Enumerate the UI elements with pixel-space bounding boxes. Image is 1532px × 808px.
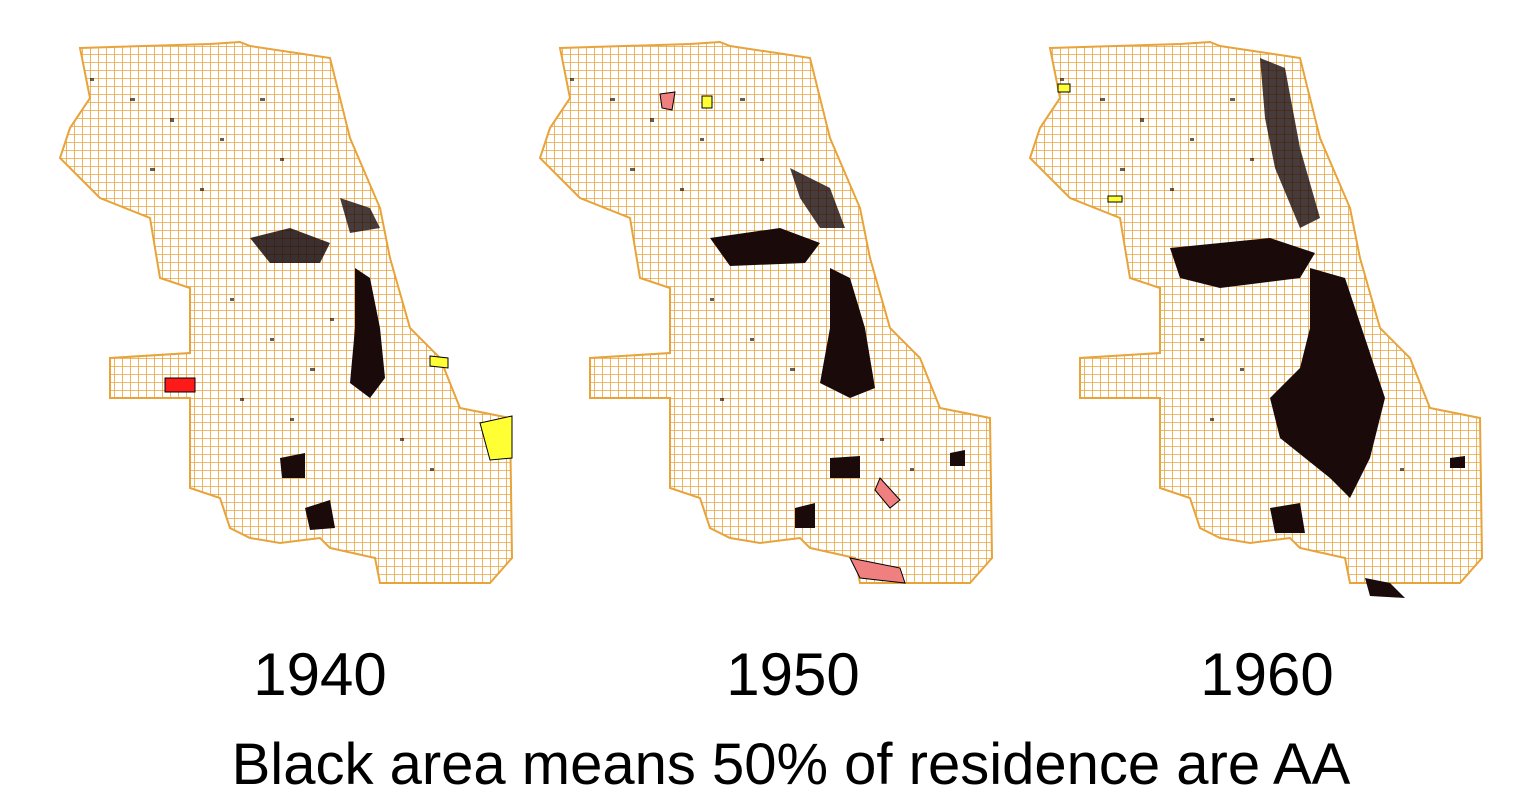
- map-1960: [1020, 38, 1490, 608]
- yellow-highlight-lakefront: [429, 355, 449, 369]
- dot-clusters: [90, 78, 434, 471]
- black-areas: [1170, 58, 1465, 598]
- year-label-1960: 1960: [1200, 641, 1334, 708]
- map-1940-svg: [58, 40, 514, 584]
- yellow-highlight-north: [701, 95, 713, 109]
- map-1960-svg: [1028, 40, 1484, 598]
- map-1950-svg: [538, 40, 994, 584]
- red-highlight: [164, 377, 196, 393]
- city-outline: [58, 40, 514, 584]
- yellow-highlight-southeast: [479, 415, 513, 461]
- map-1950: [530, 38, 1000, 608]
- pink-highlight-north: [659, 91, 676, 111]
- city-outline: [1028, 40, 1484, 584]
- pink-highlight-far-south: [849, 557, 906, 584]
- caption: Black area means 50% of residence are AA: [231, 732, 1351, 797]
- year-label-1940: 1940: [253, 641, 387, 708]
- black-areas: [250, 198, 385, 530]
- city-outline: [538, 40, 994, 584]
- year-label-1950: 1950: [726, 641, 860, 708]
- yellow-highlight-central: [1107, 195, 1123, 203]
- dot-clusters: [570, 78, 914, 471]
- black-areas: [710, 168, 965, 528]
- dot-clusters: [1060, 78, 1404, 471]
- pink-highlight-south: [874, 477, 901, 509]
- map-1940: [50, 38, 520, 608]
- yellow-highlight-north: [1057, 83, 1071, 93]
